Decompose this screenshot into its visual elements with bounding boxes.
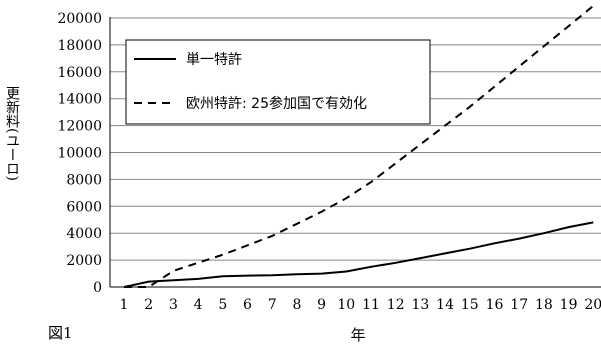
axes bbox=[109, 17, 601, 288]
x-tick-label: 15 bbox=[461, 297, 479, 313]
x-tick-label: 10 bbox=[337, 297, 355, 313]
x-tick-label: 1 bbox=[120, 297, 129, 313]
y-tick-label: 14000 bbox=[57, 92, 102, 108]
y-tick-label: 10000 bbox=[57, 146, 102, 162]
y-tick-labels: 0 2000 4000 6000 8000 10000 12000 14000 16000 180… bbox=[57, 11, 102, 296]
legend-box bbox=[125, 39, 431, 125]
x-tick-label: 3 bbox=[169, 297, 178, 313]
x-tick-label: 18 bbox=[535, 297, 553, 313]
y-axis-label: 更新料(ユーロ) bbox=[4, 86, 20, 181]
x-tick-label: 5 bbox=[218, 297, 227, 313]
figure-caption: 図1 bbox=[48, 324, 73, 342]
y-tick-label: 2000 bbox=[66, 253, 102, 269]
x-tick-label: 17 bbox=[510, 297, 528, 313]
y-tick-label: 6000 bbox=[66, 199, 102, 215]
x-axis-label: 年 bbox=[350, 326, 365, 344]
legend-label: 欧州特許: 25参加国で有効化 bbox=[186, 95, 367, 112]
x-tick-label: 9 bbox=[317, 297, 326, 313]
x-tick-label: 4 bbox=[194, 297, 203, 313]
series-lines bbox=[123, 5, 594, 288]
y-tick-label: 20000 bbox=[57, 11, 102, 27]
x-tick-label: 19 bbox=[560, 297, 578, 313]
x-tick-label: 20 bbox=[584, 297, 601, 313]
x-tick-label: 14 bbox=[436, 297, 454, 313]
x-tick-label: 7 bbox=[268, 297, 277, 313]
y-tick-label: 16000 bbox=[57, 65, 102, 81]
x-tick-labels: 1 2 3 4 5 6 7 8 9 10 11 12 13 14 15 16 17 18 19 20 bbox=[120, 297, 601, 313]
x-tick-label: 8 bbox=[292, 297, 301, 313]
x-tick-label: 11 bbox=[362, 297, 380, 313]
series-line-european-patent bbox=[124, 5, 594, 288]
x-tick-label: 12 bbox=[387, 297, 405, 313]
x-tick-label: 16 bbox=[486, 297, 504, 313]
y-tick-label: 12000 bbox=[57, 119, 102, 135]
y-tick-label: 18000 bbox=[57, 38, 102, 54]
legend-label: 単一特許 bbox=[186, 52, 242, 68]
series-line-unitary-patent bbox=[123, 221, 594, 288]
y-tick-label: 8000 bbox=[66, 172, 102, 188]
x-tick-label: 6 bbox=[243, 297, 252, 313]
x-tick-label: 13 bbox=[411, 297, 429, 313]
y-tick-label: 0 bbox=[93, 280, 102, 296]
x-tick-label: 2 bbox=[144, 297, 153, 313]
y-tick-label: 4000 bbox=[66, 226, 102, 242]
